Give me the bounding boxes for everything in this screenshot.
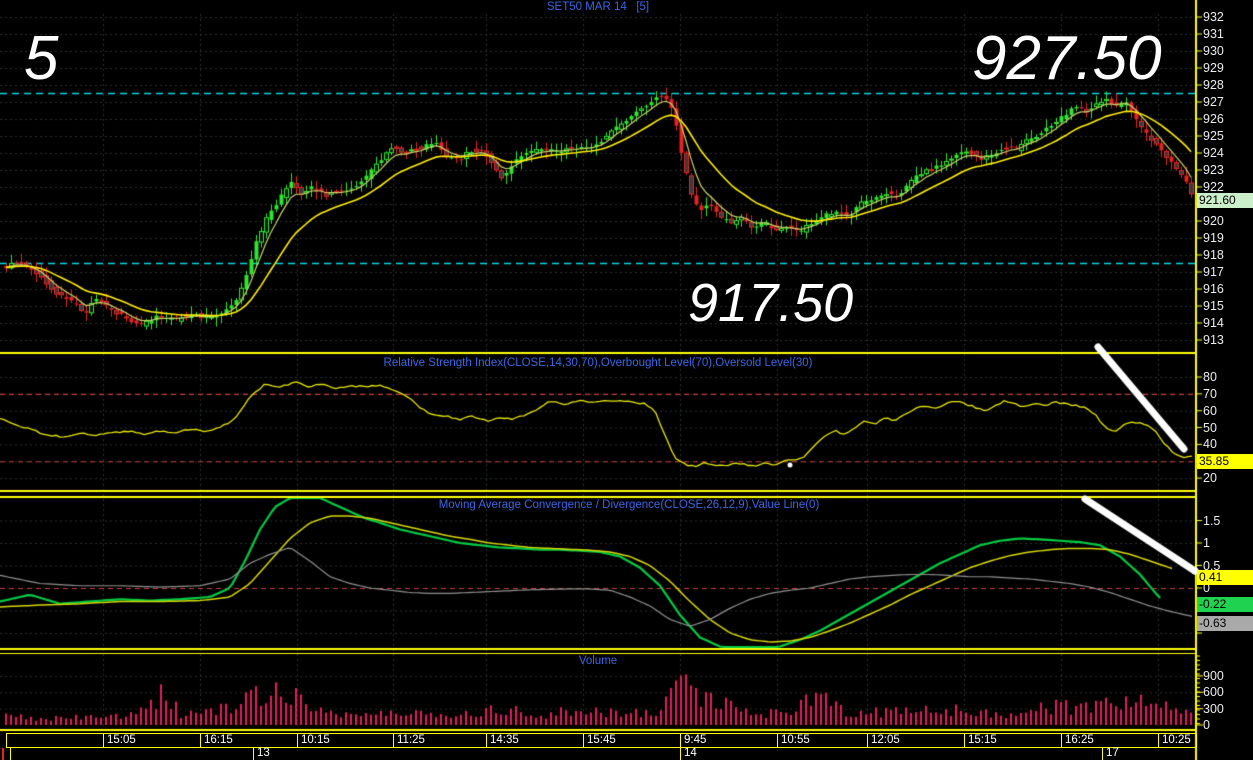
price-axis-label: 918: [1203, 248, 1224, 262]
rsi-value-badge: 35.85: [1197, 454, 1253, 469]
macd-axis-label: 1: [1203, 536, 1210, 550]
rsi-axis-label: 50: [1203, 420, 1217, 435]
resistance-annotation: 927.50: [972, 24, 1162, 93]
macd-value-badge: 0.41: [1197, 570, 1253, 585]
price-axis-label: 914: [1203, 316, 1224, 330]
last-price-badge: 921.60: [1197, 193, 1253, 208]
price-axis-label: 924: [1203, 146, 1224, 160]
volume-axis-label: 300: [1203, 701, 1224, 716]
volume-panel-title: Volume: [578, 655, 618, 667]
rsi-axis-label: 20: [1203, 471, 1217, 486]
volume-axis-label: 600: [1203, 685, 1224, 700]
price-axis-label: 930: [1203, 44, 1224, 58]
price-axis-label: 931: [1203, 27, 1224, 41]
time-cell: 12:05: [867, 734, 964, 747]
macd-axis-label: 0: [1203, 581, 1210, 595]
price-axis-label: 913: [1203, 333, 1224, 347]
support-annotation: 917.50: [688, 273, 854, 333]
volume-axis-label: 0: [1203, 718, 1210, 732]
rsi-axis-label: 40: [1203, 437, 1217, 452]
macd-axis-label: 1.5: [1203, 513, 1221, 528]
rsi-panel[interactable]: [0, 352, 1196, 490]
date-cell: 13: [253, 747, 680, 760]
time-cell: 9:45: [680, 734, 777, 747]
macd-panel[interactable]: [0, 497, 1196, 648]
time-cell: 10:25: [1158, 734, 1196, 747]
price-axis-label: 928: [1203, 78, 1224, 92]
date-axis: 13 14 17: [0, 747, 1196, 760]
price-axis-label: 929: [1203, 61, 1224, 75]
time-cell: 15:15: [964, 734, 1061, 747]
time-cell: 16:15: [200, 734, 297, 747]
time-cell: 15:45: [583, 734, 680, 747]
time-cell: 14:35: [486, 734, 583, 747]
price-axis-label: 915: [1203, 299, 1224, 313]
price-axis-label: 926: [1203, 112, 1224, 126]
price-axis-label: 916: [1203, 282, 1224, 296]
time-cell-empty: [6, 734, 103, 747]
date-cell: 14: [680, 747, 1102, 760]
time-cell: 10:55: [777, 734, 867, 747]
macd-value-badge: -0.63: [1197, 616, 1253, 631]
date-cell: 17: [1102, 747, 1196, 760]
price-axis-label: 927: [1203, 95, 1224, 109]
time-cell: 10:15: [297, 734, 393, 747]
rsi-axis-label: 60: [1203, 403, 1217, 418]
time-axis: 15:05 16:15 10:15 11:25 14:35 15:45 9:45 10:55 1…: [6, 733, 1197, 748]
price-axis-label: 920: [1203, 214, 1224, 228]
volume-axis-label: 900: [1203, 668, 1224, 683]
price-axis-label: 923: [1203, 163, 1224, 177]
chart-title: SET50 MAR 14 [5]: [546, 1, 650, 13]
price-axis-label: 932: [1203, 10, 1224, 24]
rsi-panel-title: Relative Strength Index(CLOSE,14,30,70),…: [383, 357, 813, 369]
rsi-axis-label: 70: [1203, 386, 1217, 401]
time-cell: 11:25: [393, 734, 486, 747]
macd-panel-title: Moving Average Convergence / Divergence(…: [438, 499, 820, 511]
macd-axis-label: 0.5: [1203, 558, 1221, 573]
macd-value-badge: -0.22: [1197, 597, 1253, 612]
rsi-axis-label: 80: [1203, 370, 1217, 384]
price-axis-label: 919: [1203, 231, 1224, 245]
price-axis-label: 917: [1203, 265, 1224, 279]
price-axis-label: 925: [1203, 129, 1224, 143]
time-cell: 16:25: [1061, 734, 1158, 747]
timeframe-annotation: 5: [24, 24, 59, 93]
cursor-tick: [2, 748, 4, 760]
date-cell-empty: [10, 747, 253, 760]
price-axis-label: 922: [1203, 180, 1224, 194]
time-cell: 15:05: [103, 734, 200, 747]
